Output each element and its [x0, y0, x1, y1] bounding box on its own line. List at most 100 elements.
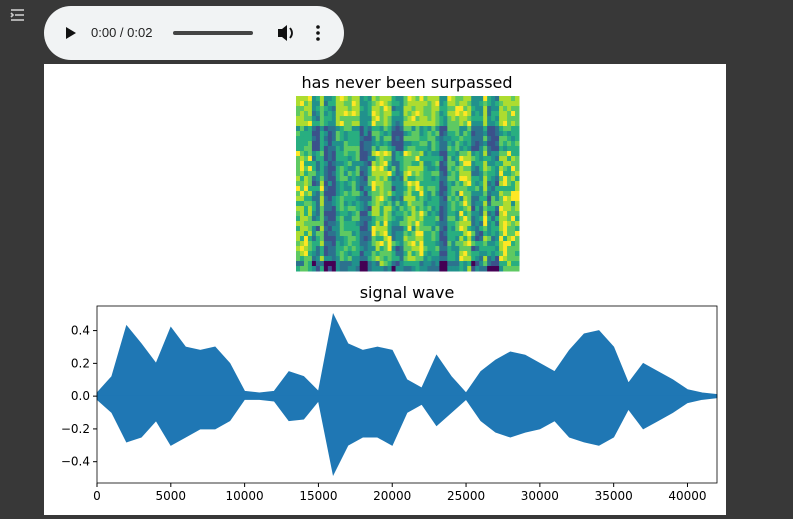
spectrogram-cell — [467, 156, 472, 162]
spectrogram-cell — [435, 231, 440, 237]
spectrogram-cell — [463, 196, 468, 202]
spectrogram-cell — [355, 166, 361, 172]
spectrogram-cell — [395, 141, 401, 147]
spectrogram-cell — [451, 216, 456, 222]
spectrogram-cell — [359, 211, 365, 217]
spectrogram-cell — [367, 146, 373, 152]
spectrogram-cell — [303, 261, 309, 267]
spectrogram-cell — [427, 241, 432, 247]
spectrogram-cell — [331, 131, 337, 137]
spectrogram-cell — [351, 111, 357, 117]
spectrogram-cell — [375, 151, 381, 157]
spectrogram-cell — [343, 181, 349, 187]
spectrogram-cell — [335, 116, 341, 122]
spectrogram-cell — [403, 141, 408, 147]
spectrogram-cell — [451, 201, 456, 207]
spectrogram-cell — [467, 126, 472, 132]
spectrogram-cell — [359, 246, 365, 252]
spectrogram-cell — [487, 116, 492, 122]
spectrogram-cell — [391, 156, 397, 162]
spectrogram-cell — [511, 151, 516, 157]
spectrogram-cell — [431, 156, 436, 162]
spectrogram-cell — [296, 151, 301, 157]
spectrogram-cell — [483, 106, 488, 112]
spectrogram-cell — [315, 246, 321, 252]
spectrogram-cell — [311, 251, 317, 257]
spectrogram-cell — [475, 246, 480, 252]
spectrogram-cell — [319, 176, 325, 182]
spectrogram-cell — [443, 136, 448, 142]
spectrogram-cell — [487, 111, 492, 117]
spectrogram-cell — [467, 136, 472, 142]
spectrogram-cell — [435, 261, 440, 267]
more-button[interactable] — [316, 25, 320, 41]
spectrogram-cell — [299, 136, 305, 142]
spectrogram-cell — [511, 251, 516, 257]
spectrogram-cell — [491, 101, 496, 107]
spectrogram-cell — [471, 241, 476, 247]
spectrogram-cell — [423, 211, 428, 217]
spectrogram-cell — [495, 226, 500, 232]
spectrogram-cell — [455, 241, 460, 247]
spectrogram-cell — [515, 256, 520, 262]
spectrogram-cell — [303, 251, 309, 257]
spectrogram-cell — [515, 131, 520, 137]
spectrogram-cell — [487, 176, 492, 182]
spectrogram-cell — [495, 211, 500, 217]
spectrogram-cell — [331, 161, 337, 167]
spectrogram-cell — [431, 256, 436, 262]
spectrogram-cell — [367, 211, 373, 217]
spectrogram-cell — [415, 221, 420, 227]
spectrogram-cell — [323, 156, 329, 162]
spectrogram-cell — [443, 171, 448, 177]
spectrogram-cell — [423, 191, 428, 197]
spectrogram-cell — [407, 231, 412, 237]
spectrogram-cell — [323, 241, 329, 247]
y-tick-label: −0.2 — [61, 422, 90, 436]
spectrogram-cell — [379, 196, 385, 202]
spectrogram-cell — [387, 176, 393, 182]
spectrogram-cell — [359, 126, 365, 132]
spectrogram-cell — [443, 191, 448, 197]
spectrogram-cell — [451, 206, 456, 212]
spectrogram-cell — [483, 226, 488, 232]
spectrogram-cell — [467, 116, 472, 122]
spectrogram-cell — [483, 206, 488, 212]
spectrogram-cell — [427, 196, 432, 202]
spectrogram-cell — [487, 191, 492, 197]
spectrogram-cell — [391, 211, 397, 217]
spectrogram-cell — [391, 106, 397, 112]
spectrogram-cell — [395, 201, 401, 207]
spectrogram-cell — [495, 186, 500, 192]
menu-icon[interactable] — [9, 6, 29, 26]
spectrogram-cell — [483, 116, 488, 122]
spectrogram-cell — [367, 231, 373, 237]
spectrogram-cell — [479, 196, 484, 202]
spectrogram-cell — [407, 251, 412, 257]
spectrogram-cell — [471, 116, 476, 122]
spectrogram-cell — [359, 181, 365, 187]
volume-button[interactable] — [278, 25, 293, 41]
spectrogram-cell — [483, 191, 488, 197]
spectrogram-cell — [471, 161, 476, 167]
spectrogram-cell — [343, 201, 349, 207]
spectrogram-cell — [383, 236, 389, 242]
spectrogram-cell — [359, 256, 365, 262]
spectrogram-cell — [347, 236, 353, 242]
seek-bar[interactable] — [173, 31, 253, 35]
play-button[interactable] — [66, 27, 76, 39]
spectrogram-cell — [387, 196, 393, 202]
spectrogram-cell — [403, 121, 408, 127]
spectrogram-cell — [343, 266, 349, 272]
spectrogram-cell — [419, 261, 424, 267]
spectrogram-cell — [499, 141, 504, 147]
spectrogram-cell — [395, 96, 401, 102]
spectrogram-cell — [335, 156, 341, 162]
spectrogram-cell — [327, 141, 333, 147]
spectrogram-cell — [411, 141, 416, 147]
spectrogram-cell — [419, 211, 424, 217]
spectrogram-cell — [503, 181, 508, 187]
spectrogram-cell — [319, 211, 325, 217]
spectrogram-cell — [371, 226, 377, 232]
spectrogram-cell — [339, 131, 345, 137]
